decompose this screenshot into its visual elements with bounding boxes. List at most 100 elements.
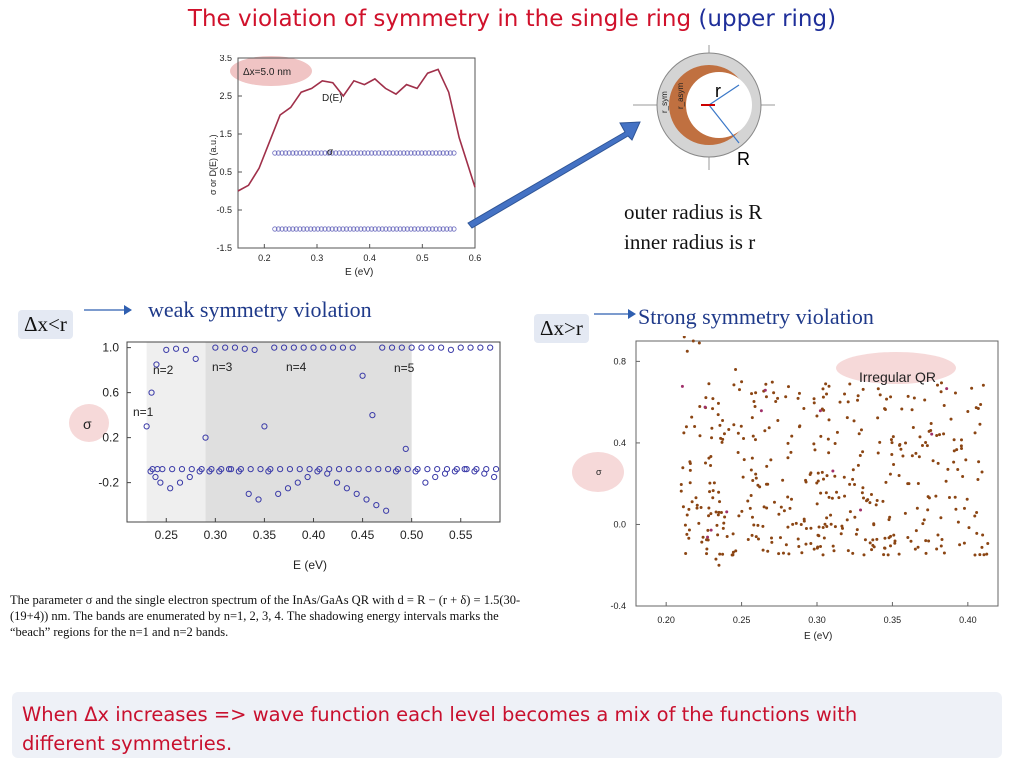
- strong-point: [796, 396, 800, 400]
- strong-point: [851, 551, 855, 555]
- strong-point: [794, 521, 798, 525]
- strong-point: [856, 463, 860, 467]
- strong-point: [740, 509, 744, 513]
- strong-point: [973, 553, 977, 557]
- strong-point: [861, 450, 865, 454]
- weak-point: [434, 466, 441, 473]
- sigma-marker-lower: [275, 226, 282, 232]
- sigma-marker-lower: [437, 226, 443, 232]
- strong-point: [962, 506, 966, 510]
- sigma-marker-lower: [325, 226, 332, 232]
- strong-point: [741, 475, 745, 479]
- strong-point: [830, 496, 834, 500]
- strong-point: [809, 541, 813, 545]
- strong-point: [889, 534, 893, 538]
- strong-point: [884, 480, 888, 484]
- strong-point: [945, 387, 949, 391]
- strong-point: [781, 551, 785, 555]
- weak-point: [225, 466, 233, 473]
- weak-point: [453, 466, 460, 473]
- strong-point: [756, 483, 760, 487]
- weak-x-tick-label: 0.35: [253, 528, 277, 542]
- strong-point: [939, 544, 943, 548]
- strong-point: [711, 397, 715, 401]
- strong-violation-chart: σ Irregular QR 0.8 0.4 0.0 -0.4 0.20 0.25 0.3…: [572, 336, 999, 642]
- strong-point: [777, 512, 781, 516]
- weak-point: [153, 361, 160, 368]
- strong-point: [930, 432, 934, 436]
- strong-point: [829, 522, 833, 526]
- strong-point: [699, 505, 703, 509]
- strong-point: [952, 438, 956, 442]
- strong-point: [848, 482, 852, 486]
- strong-point: [843, 494, 847, 498]
- strong-point: [918, 435, 922, 439]
- strong-point: [966, 409, 970, 413]
- title-red-part: The violation of symmetry in the single …: [187, 6, 692, 32]
- strong-point: [756, 523, 760, 527]
- strong-point: [765, 506, 769, 510]
- strong-point: [693, 425, 697, 429]
- strong-point: [731, 550, 735, 554]
- strong-y-tick-label: 0.0: [613, 519, 626, 529]
- weak-point: [408, 344, 415, 351]
- strong-point: [901, 454, 905, 458]
- sigma-curve-label: σ: [327, 147, 334, 158]
- strong-point: [940, 537, 944, 541]
- strong-point: [721, 437, 725, 441]
- strong-point: [825, 516, 829, 520]
- strong-point: [939, 390, 943, 394]
- strong-point: [973, 514, 977, 518]
- sigma-marker-lower: [300, 226, 307, 232]
- strong-point: [752, 399, 756, 403]
- strong-point: [964, 458, 968, 462]
- strong-point: [897, 552, 901, 556]
- sigma-marker-upper: [419, 150, 425, 156]
- sigma-marker-lower: [290, 226, 296, 232]
- sigma-marker-upper: [293, 150, 299, 156]
- sigma-marker-upper: [279, 150, 285, 156]
- weak-point: [167, 485, 174, 492]
- strong-point: [898, 443, 902, 447]
- weak-point: [432, 473, 439, 481]
- strong-point: [816, 533, 820, 537]
- weak-y-tick-label: 0.6: [102, 386, 119, 400]
- weak-y-axis-label: σ: [83, 416, 92, 432]
- sigma-marker-lower: [447, 226, 453, 232]
- weak-point: [218, 466, 225, 473]
- weak-point: [457, 344, 464, 351]
- strong-point: [804, 526, 808, 530]
- strong-point: [698, 434, 702, 438]
- strong-point: [819, 544, 823, 548]
- sigma-marker-lower: [390, 226, 396, 232]
- sigma-marker-lower: [422, 226, 428, 232]
- strong-point: [819, 491, 823, 495]
- sigma-marker-lower: [297, 226, 303, 232]
- strong-point: [888, 515, 892, 519]
- sigma-marker-lower: [365, 226, 371, 232]
- strong-point: [856, 394, 860, 398]
- sigma-marker-upper: [322, 150, 328, 156]
- strong-point: [770, 540, 774, 544]
- sigma-marker-lower: [308, 226, 314, 232]
- strong-point: [751, 434, 755, 438]
- weak-point: [394, 466, 402, 473]
- sigma-marker-upper: [347, 150, 353, 156]
- strong-point: [842, 475, 846, 479]
- weak-point: [163, 346, 170, 353]
- strong-point: [716, 413, 720, 417]
- strong-point: [929, 422, 933, 426]
- strong-point: [872, 522, 876, 526]
- strong-point: [942, 403, 946, 407]
- strong-point: [764, 382, 768, 386]
- sigma-marker-lower: [293, 226, 299, 232]
- strong-point: [826, 437, 830, 441]
- dx-badge-text: Δx=5.0 nm: [243, 67, 291, 78]
- strong-point: [889, 438, 893, 442]
- strong-point: [827, 495, 831, 499]
- strong-y-tick-label: 0.8: [613, 356, 626, 366]
- radius-description: outer radius is R inner radius is r: [624, 197, 762, 257]
- sigma-marker-upper: [283, 150, 289, 156]
- sigma-marker-upper: [376, 150, 382, 156]
- strong-point: [924, 441, 928, 445]
